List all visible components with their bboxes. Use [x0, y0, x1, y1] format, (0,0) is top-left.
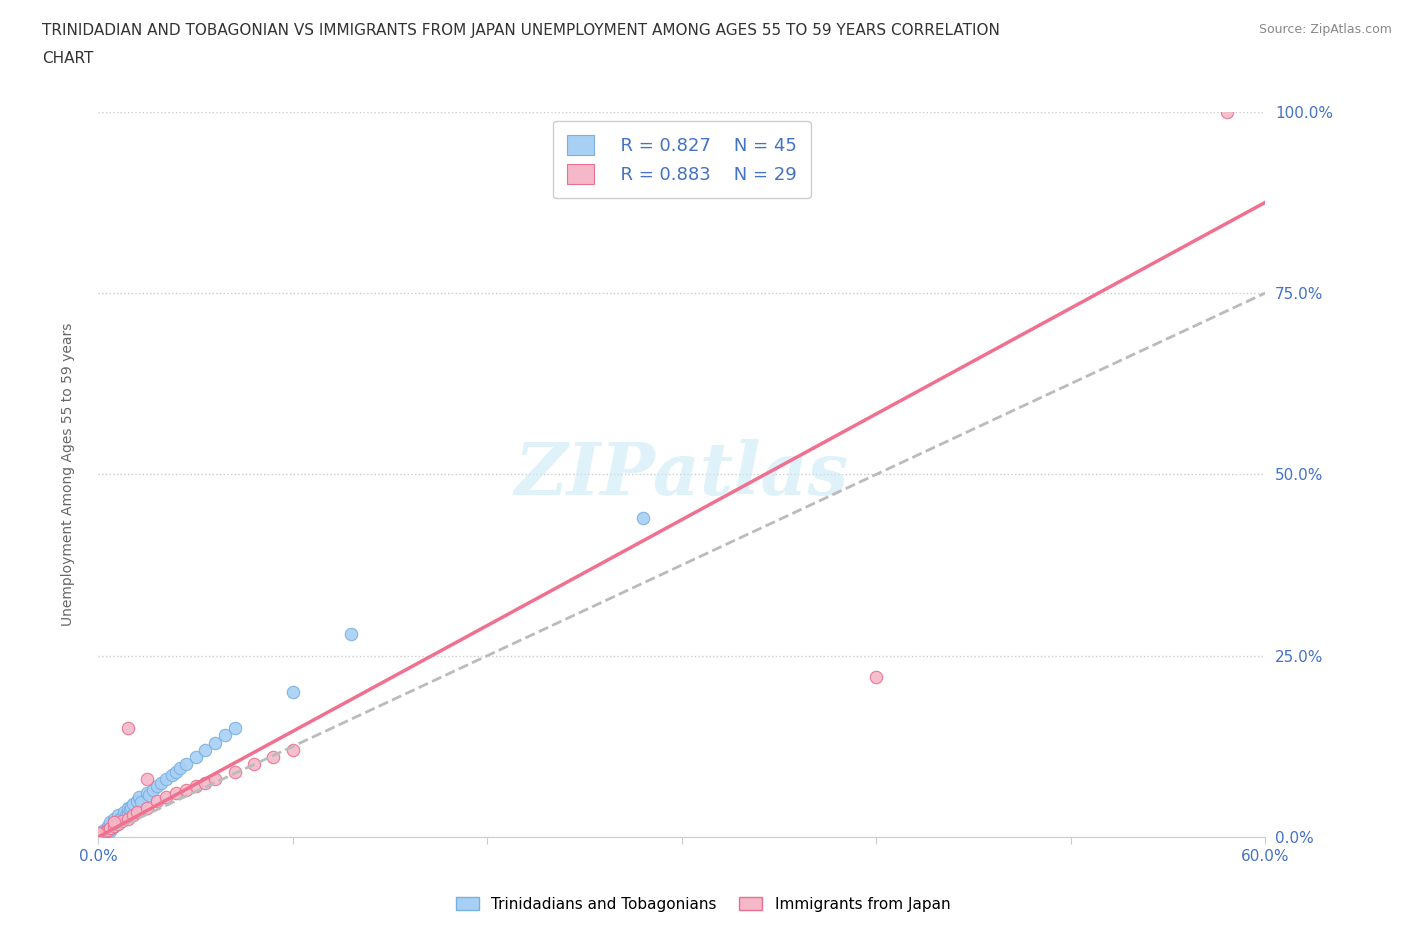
Point	[204, 736, 226, 751]
Point	[97, 822, 120, 837]
Point	[107, 817, 129, 831]
Point	[1215, 104, 1237, 119]
Point	[194, 776, 217, 790]
Legend:   R = 0.827    N = 45,   R = 0.883    N = 29: R = 0.827 N = 45, R = 0.883 N = 29	[553, 121, 811, 198]
Text: ZIPatlas: ZIPatlas	[515, 439, 849, 510]
Point	[103, 818, 125, 833]
Point	[146, 778, 169, 793]
Point	[104, 817, 127, 831]
Point	[865, 670, 887, 684]
Point	[91, 830, 114, 844]
Point	[138, 788, 160, 803]
Point	[97, 822, 120, 837]
Point	[631, 511, 654, 525]
Legend: Trinidadians and Tobagonians, Immigrants from Japan: Trinidadians and Tobagonians, Immigrants…	[450, 890, 956, 918]
Point	[129, 795, 152, 810]
Point	[87, 826, 110, 841]
Point	[224, 721, 246, 736]
Point	[111, 814, 134, 829]
Point	[98, 824, 121, 839]
Point	[136, 801, 159, 816]
Point	[103, 818, 125, 833]
Point	[127, 804, 149, 819]
Point	[118, 802, 141, 817]
Point	[214, 728, 236, 743]
Point	[122, 808, 145, 823]
Point	[174, 757, 197, 772]
Point	[340, 627, 363, 642]
Point	[112, 804, 135, 819]
Point	[108, 811, 131, 827]
Point	[184, 778, 207, 793]
Point	[184, 750, 207, 764]
Point	[136, 772, 159, 787]
Point	[87, 830, 110, 844]
Point	[96, 824, 118, 839]
Point	[98, 815, 121, 830]
Point	[204, 772, 226, 787]
Text: Source: ZipAtlas.com: Source: ZipAtlas.com	[1258, 23, 1392, 36]
Point	[96, 826, 118, 841]
Point	[114, 808, 136, 823]
Point	[155, 772, 177, 787]
Point	[117, 721, 139, 736]
Point	[149, 776, 172, 790]
Point	[194, 742, 217, 757]
Point	[128, 790, 150, 804]
Point	[91, 826, 114, 841]
Point	[165, 786, 187, 801]
Point	[262, 750, 284, 764]
Point	[103, 815, 125, 830]
Point	[142, 782, 165, 797]
Point	[169, 761, 191, 776]
Text: TRINIDADIAN AND TOBAGONIAN VS IMMIGRANTS FROM JAPAN UNEMPLOYMENT AMONG AGES 55 T: TRINIDADIAN AND TOBAGONIAN VS IMMIGRANTS…	[42, 23, 1000, 38]
Point	[281, 742, 304, 757]
Point	[281, 684, 304, 699]
Y-axis label: Unemployment Among Ages 55 to 59 years: Unemployment Among Ages 55 to 59 years	[60, 323, 75, 626]
Point	[117, 801, 139, 816]
Point	[117, 811, 139, 827]
Point	[107, 808, 129, 823]
Point	[127, 793, 149, 808]
Point	[97, 818, 120, 833]
Point	[111, 809, 134, 824]
Point	[224, 764, 246, 779]
Point	[243, 757, 266, 772]
Point	[117, 806, 139, 821]
Point	[93, 822, 115, 837]
Point	[136, 786, 159, 801]
Point	[103, 811, 125, 827]
Point	[174, 782, 197, 797]
Point	[162, 768, 184, 783]
Point	[121, 799, 143, 814]
Point	[165, 764, 187, 779]
Point	[98, 821, 121, 836]
Text: CHART: CHART	[42, 51, 94, 66]
Point	[87, 826, 110, 841]
Point	[101, 821, 124, 836]
Point	[87, 830, 110, 844]
Point	[155, 790, 177, 804]
Point	[107, 815, 129, 830]
Point	[122, 797, 145, 812]
Point	[146, 793, 169, 808]
